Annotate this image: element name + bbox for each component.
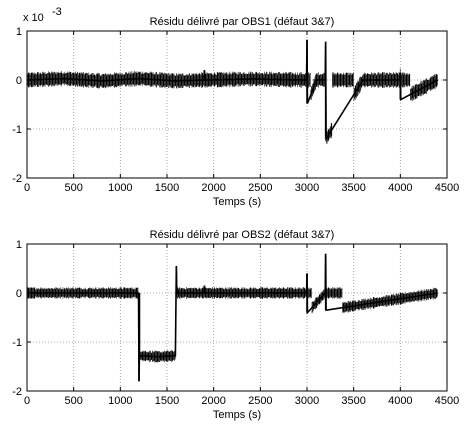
x-tick-label: 3500 [341, 395, 365, 407]
x-tick-label: 2500 [248, 182, 272, 194]
x-tick-label: 2500 [248, 395, 272, 407]
plot-area [27, 244, 447, 391]
chart-title: Résidu délivré par OBS1 (défaut 3&7) [150, 16, 335, 28]
y-exponent-label: x 10 [23, 12, 44, 24]
y-tick-label: -1 [12, 337, 22, 349]
x-tick-label: 4500 [435, 395, 459, 407]
x-tick-label: 3000 [295, 182, 319, 194]
x-tick-label: 1500 [155, 182, 179, 194]
x-tick-label: 3500 [341, 182, 365, 194]
x-tick-label: 2000 [201, 182, 225, 194]
x-tick-label: 1000 [108, 182, 132, 194]
x-axis-label: Temps (s) [213, 196, 261, 208]
axes-box [26, 243, 448, 392]
x-tick-label: 2000 [201, 395, 225, 407]
y-tick-label: 0 [16, 288, 22, 300]
x-tick-label: 0 [24, 182, 30, 194]
x-tick-label: 0 [24, 395, 30, 407]
chart-1: 0 500 1000 1500 2000 2500 3000 3500 4000 4500 -2 -1… [12, 6, 459, 208]
x-tick-label: 1000 [108, 395, 132, 407]
y-tick-label: -2 [12, 173, 22, 185]
x-tick-label: 500 [64, 182, 82, 194]
axes-box [26, 30, 448, 179]
x-tick-label: 3000 [295, 395, 319, 407]
x-tick-label: 4000 [388, 395, 412, 407]
y-tick-label: 1 [16, 239, 22, 251]
x-axis-label: Temps (s) [213, 409, 261, 421]
x-tick-label: 1500 [155, 395, 179, 407]
chart-title: Résidu délivré par OBS2 (défaut 3&7) [150, 229, 335, 241]
chart-2: 0 500 1000 1500 2000 2500 3000 3500 4000 4500 -2 -1… [12, 229, 459, 421]
noise-band [26, 60, 438, 144]
x-tick-label: 4500 [435, 182, 459, 194]
x-tick-label: 500 [64, 395, 82, 407]
y-exponent-power: -3 [52, 6, 62, 18]
y-tick-label: 1 [16, 26, 22, 38]
y-tick-label: -2 [12, 386, 22, 398]
plot-area [27, 31, 447, 178]
x-tick-label: 4000 [388, 182, 412, 194]
y-tick-label: 0 [16, 75, 22, 87]
y-tick-label: -1 [12, 124, 22, 136]
